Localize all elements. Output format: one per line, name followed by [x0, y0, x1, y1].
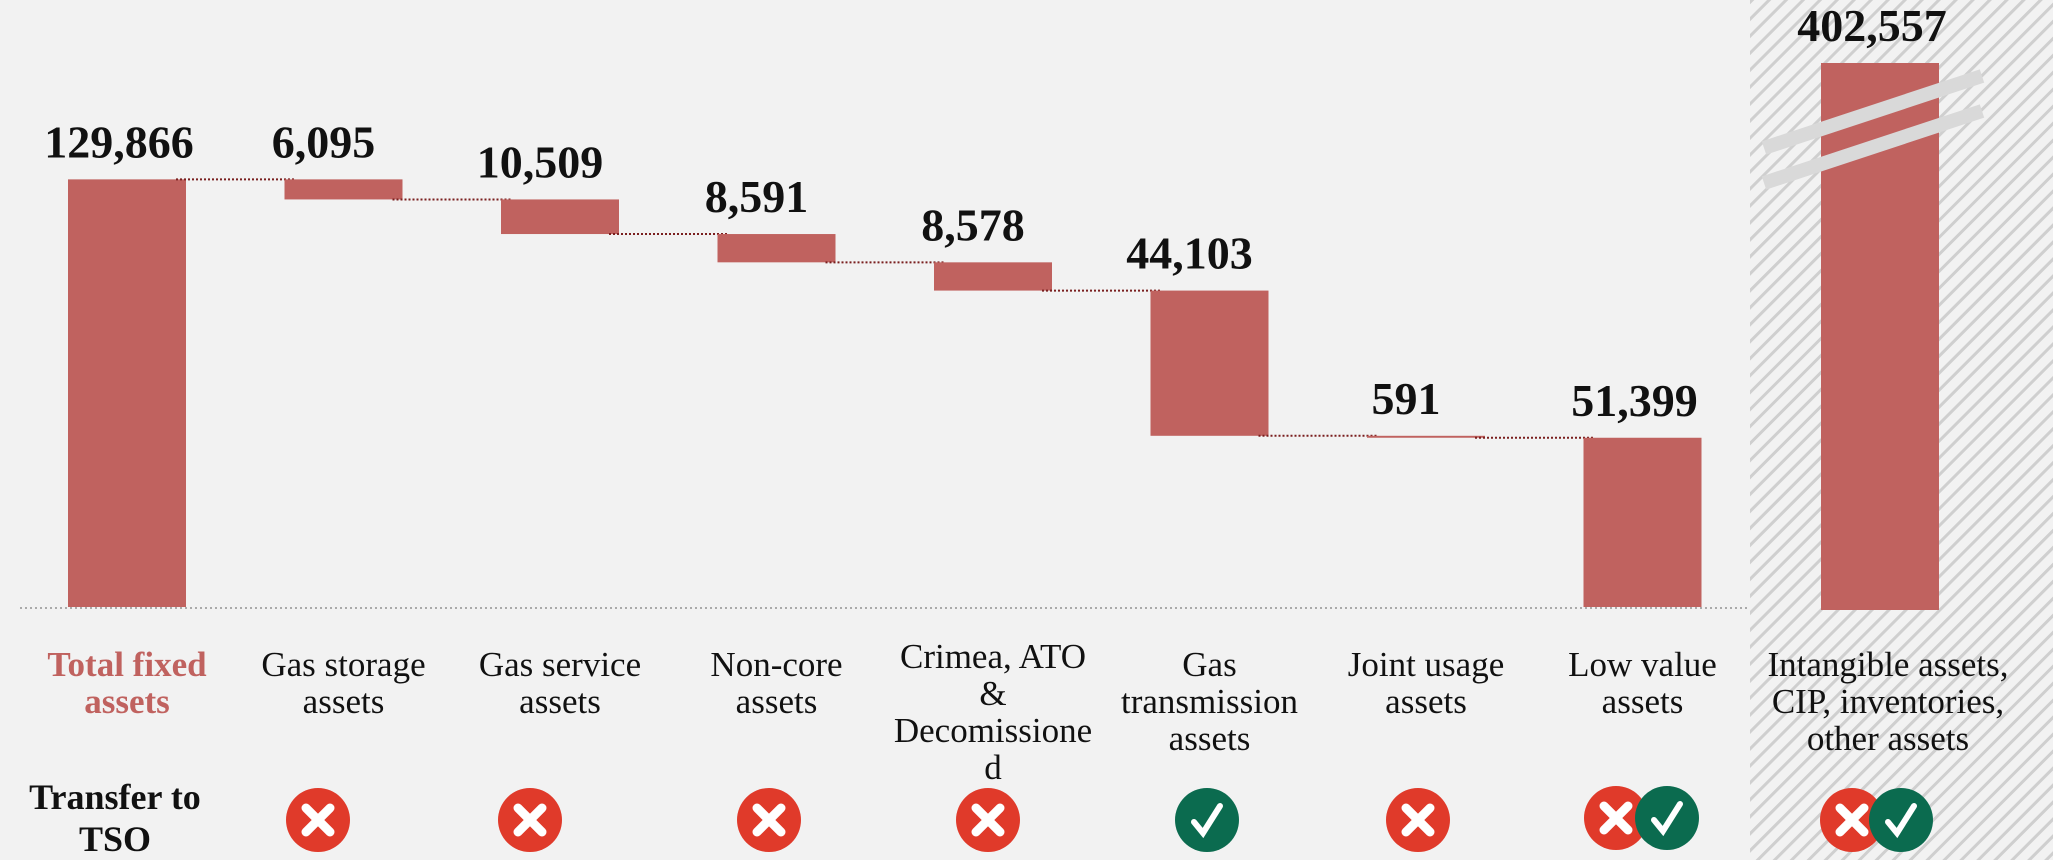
value-label: 8,591 [705, 171, 809, 222]
bar [1583, 437, 1702, 607]
icon-check [1635, 786, 1699, 850]
value-label: 402,557 [1797, 0, 1947, 51]
category-label: Gas storage assets [261, 645, 426, 721]
value-label: 129,866 [44, 116, 194, 167]
category-label: Intangible assets, CIP, inventories, oth… [1767, 645, 2009, 758]
icon-cross [498, 788, 562, 852]
bar [1150, 290, 1269, 436]
bar [934, 262, 1052, 291]
value-label: 44,103 [1126, 228, 1253, 279]
category-label: Joint usage assets [1347, 645, 1505, 721]
icon-cross [1820, 788, 1884, 852]
bar [1367, 435, 1485, 438]
category-label: Gas transmission assets [1121, 645, 1298, 758]
row-label: Transfer to TSO [29, 777, 201, 859]
bar [284, 179, 403, 200]
value-label: 10,509 [477, 136, 604, 187]
category-label: Non-core assets [710, 645, 843, 721]
bar [68, 179, 186, 607]
icon-cross [1386, 788, 1450, 852]
value-label: 591 [1372, 373, 1441, 424]
icon-check [1869, 788, 1933, 852]
bar [501, 199, 619, 235]
bar [717, 234, 836, 263]
icon-cross [737, 788, 801, 852]
category-label: Total fixed assets [47, 645, 207, 721]
axis-break [1761, 104, 1985, 190]
category-label: Low value assets [1568, 645, 1717, 721]
value-label: 8,578 [921, 199, 1025, 250]
value-label: 6,095 [272, 116, 376, 167]
category-label: Gas service assets [478, 645, 642, 721]
icon-cross [286, 788, 350, 852]
axis-break [1761, 69, 1985, 155]
transfer-icons [286, 786, 1933, 852]
value-label: 51,399 [1571, 375, 1698, 426]
category-label: Crimea, ATO & Decomissioned [893, 637, 1093, 787]
bars: 129,866 6,095 10,509 8,591 8,578 44,103 591 51,… [20, 0, 1985, 610]
icon-check [1175, 788, 1239, 852]
icon-cross [1584, 786, 1648, 850]
icon-cross [956, 788, 1020, 852]
